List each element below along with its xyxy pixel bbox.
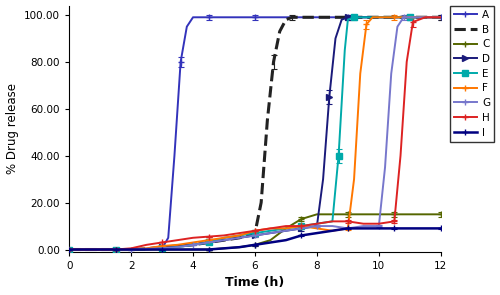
Y-axis label: % Drug release: % Drug release xyxy=(6,83,18,174)
Legend: A, B, C, D, E, F, G, H, I: A, B, C, D, E, F, G, H, I xyxy=(450,6,494,142)
X-axis label: Time (h): Time (h) xyxy=(226,276,284,289)
